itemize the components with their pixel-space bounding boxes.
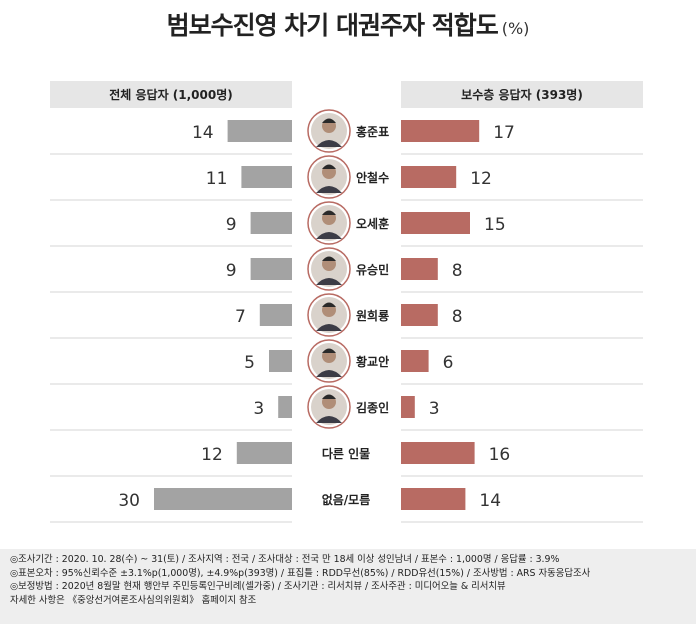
- data-label-total: 12: [201, 445, 223, 465]
- candidate-name: 안철수: [356, 170, 389, 185]
- portrait-hair: [322, 256, 336, 261]
- bar-conservative: [401, 120, 480, 142]
- data-label-conservative: 14: [479, 491, 501, 511]
- data-label-total: 5: [244, 353, 255, 373]
- bar-conservative: [401, 166, 457, 188]
- portrait-suit: [316, 324, 342, 331]
- data-label-total: 30: [118, 491, 140, 511]
- bar-total: [236, 442, 292, 464]
- bar-total: [269, 350, 292, 372]
- bar-conservative: [401, 258, 438, 280]
- footnote-line: ◎조사기간 : 2020. 10. 28(수) ~ 31(토) / 조사지역 :…: [10, 554, 560, 565]
- bar-conservative: [401, 442, 475, 464]
- footnote-line: ◎표본오차 : 95%신뢰수준 ±3.1%p(1,000명), ±4.9%p(3…: [10, 567, 591, 579]
- chart-title: 범보수진영 차기 대권주자 적합도: [166, 11, 499, 40]
- candidate-name: 유승민: [356, 262, 389, 277]
- candidate-name: 김종인: [356, 400, 389, 415]
- candidate-name: 원희룡: [356, 308, 389, 323]
- bar-conservative: [401, 304, 438, 326]
- chart-area: 전체 응답자 (1,000명) 보수층 응답자 (393명) 14 17 홍준표 11 12…: [50, 81, 643, 523]
- data-label-conservative: 8: [452, 307, 463, 327]
- legend-total: 전체 응답자 (1,000명): [109, 87, 233, 102]
- bar-total: [278, 396, 292, 418]
- bar-conservative: [401, 350, 429, 372]
- legend-conservative: 보수층 응답자 (393명): [461, 87, 583, 102]
- bar-total: [259, 304, 292, 326]
- portrait-hair: [322, 210, 336, 215]
- data-label-total: 11: [206, 169, 228, 189]
- data-label-total: 9: [226, 261, 237, 281]
- chart-unit: (%): [501, 19, 530, 38]
- data-label-conservative: 6: [443, 353, 454, 373]
- bar-total: [250, 212, 292, 234]
- portrait-suit: [316, 186, 342, 193]
- data-label-conservative: 17: [493, 123, 515, 143]
- portrait-suit: [316, 370, 342, 377]
- portrait-hair: [322, 302, 336, 307]
- footnote-line: ◎보정방법 : 2020년 8월말 현재 행안부 주민등록인구비례(셀가중) /…: [10, 581, 506, 593]
- candidate-name: 오세훈: [356, 216, 389, 231]
- header-conservative-bg: [401, 81, 643, 108]
- portrait-hair: [322, 348, 336, 353]
- data-label-total: 9: [226, 215, 237, 235]
- bar-total: [227, 120, 292, 142]
- portrait-hair: [322, 118, 336, 123]
- bar-total: [241, 166, 292, 188]
- bar-conservative: [401, 212, 470, 234]
- portrait-hair: [322, 394, 336, 399]
- category-name: 없음/모름: [322, 492, 371, 507]
- portrait-suit: [316, 278, 342, 285]
- footnote-line: 자세한 사항은 《중앙선거여론조사심의위원회》 홈페이지 참조: [10, 594, 257, 606]
- portrait-suit: [316, 232, 342, 239]
- chart-title-block: 범보수진영 차기 대권주자 적합도 (%): [0, 6, 696, 42]
- bar-total: [250, 258, 292, 280]
- category-name: 다른 인물: [322, 446, 370, 461]
- data-label-conservative: 12: [470, 169, 492, 189]
- bar-conservative: [401, 488, 466, 510]
- data-label-total: 7: [235, 307, 246, 327]
- portrait-hair: [322, 164, 336, 169]
- data-label-total: 14: [192, 123, 214, 143]
- data-label-conservative: 16: [489, 445, 511, 465]
- candidate-name: 홍준표: [356, 124, 389, 139]
- candidate-name: 황교안: [356, 354, 389, 369]
- data-label-conservative: 3: [429, 399, 440, 419]
- bar-total: [154, 488, 292, 510]
- survey-footnote: ◎조사기간 : 2020. 10. 28(수) ~ 31(토) / 조사지역 :…: [0, 549, 696, 624]
- data-label-conservative: 8: [452, 261, 463, 281]
- header-total-bg: [50, 81, 292, 108]
- portrait-suit: [316, 416, 342, 423]
- bar-conservative: [401, 396, 415, 418]
- data-label-total: 3: [253, 399, 264, 419]
- data-label-conservative: 15: [484, 215, 506, 235]
- portrait-suit: [316, 140, 342, 147]
